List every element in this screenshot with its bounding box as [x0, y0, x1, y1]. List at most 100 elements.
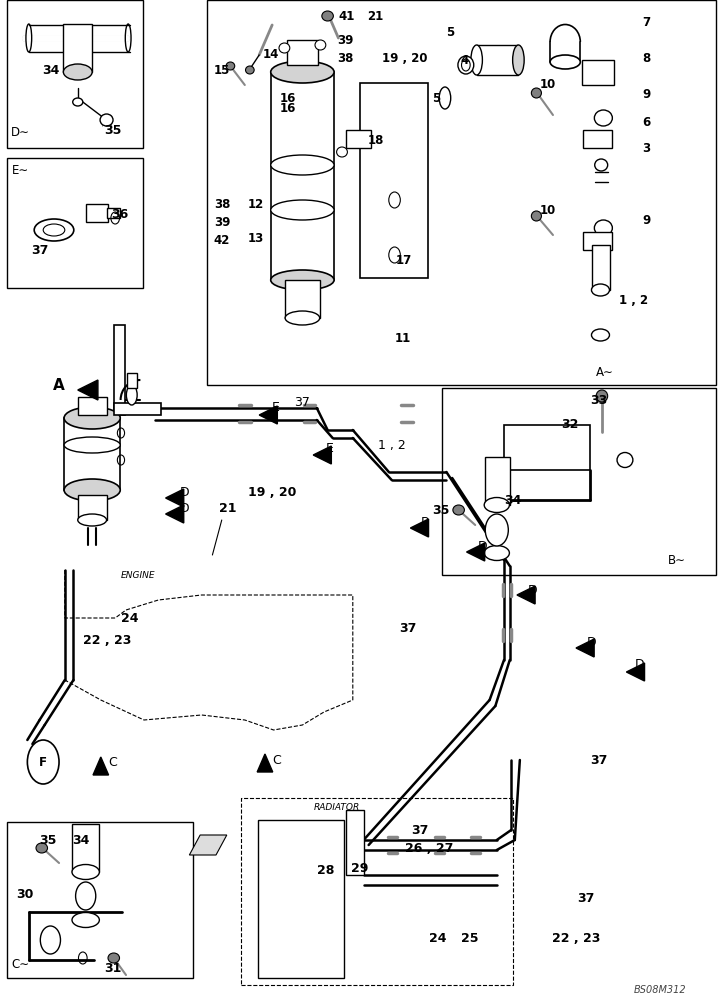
- Text: E∼: E∼: [12, 163, 29, 176]
- Ellipse shape: [78, 514, 107, 526]
- Text: 3: 3: [642, 141, 650, 154]
- Ellipse shape: [271, 61, 334, 83]
- Ellipse shape: [35, 219, 74, 241]
- Polygon shape: [259, 406, 277, 424]
- Bar: [583, 130, 612, 148]
- Text: F: F: [39, 756, 48, 768]
- Ellipse shape: [226, 62, 235, 70]
- Polygon shape: [166, 505, 184, 523]
- Bar: [583, 232, 612, 250]
- Bar: [78, 397, 107, 415]
- Text: 35: 35: [40, 833, 57, 846]
- Bar: [127, 373, 137, 388]
- Ellipse shape: [36, 843, 48, 853]
- Text: 9: 9: [642, 89, 650, 102]
- Text: 21: 21: [367, 9, 384, 22]
- Text: 31: 31: [104, 962, 122, 974]
- Text: 30: 30: [16, 889, 33, 902]
- Ellipse shape: [617, 452, 633, 468]
- Ellipse shape: [322, 11, 333, 21]
- Ellipse shape: [453, 505, 464, 515]
- Text: 6: 6: [642, 115, 650, 128]
- Text: 1 , 2: 1 , 2: [378, 439, 406, 452]
- FancyBboxPatch shape: [360, 83, 428, 278]
- Ellipse shape: [596, 390, 608, 402]
- FancyBboxPatch shape: [504, 425, 590, 470]
- Ellipse shape: [595, 110, 612, 126]
- Ellipse shape: [458, 56, 474, 74]
- Polygon shape: [626, 663, 644, 681]
- Text: B: B: [421, 516, 430, 528]
- Ellipse shape: [43, 224, 65, 236]
- Text: 38: 38: [337, 51, 354, 64]
- Bar: [7, 158, 143, 288]
- Ellipse shape: [246, 66, 254, 74]
- Text: 37: 37: [411, 823, 428, 836]
- Polygon shape: [78, 380, 98, 400]
- Text: 5: 5: [446, 25, 454, 38]
- Bar: [442, 388, 716, 575]
- Text: D∼: D∼: [11, 125, 30, 138]
- Polygon shape: [576, 639, 594, 657]
- Text: 16: 16: [279, 102, 296, 114]
- Text: 12: 12: [248, 198, 264, 212]
- Ellipse shape: [271, 200, 334, 220]
- Ellipse shape: [271, 270, 334, 290]
- Text: C: C: [272, 754, 281, 766]
- Text: D: D: [635, 659, 644, 672]
- Bar: [592, 245, 610, 290]
- Ellipse shape: [72, 864, 99, 880]
- Text: 24: 24: [429, 932, 446, 944]
- Ellipse shape: [484, 497, 510, 512]
- Text: D: D: [477, 540, 487, 552]
- Text: E: E: [272, 401, 280, 414]
- Text: 5: 5: [432, 92, 440, 104]
- Bar: [114, 325, 125, 415]
- Text: 37: 37: [294, 395, 310, 408]
- Text: 10: 10: [540, 79, 557, 92]
- Text: 37: 37: [590, 754, 608, 766]
- Polygon shape: [166, 489, 184, 507]
- Ellipse shape: [513, 45, 524, 75]
- Text: 34: 34: [42, 64, 59, 77]
- Text: 34: 34: [72, 833, 89, 846]
- Text: 28: 28: [317, 863, 334, 876]
- Ellipse shape: [285, 311, 320, 325]
- Text: D: D: [528, 583, 537, 596]
- Text: 41: 41: [338, 9, 355, 22]
- Text: 22 , 23: 22 , 23: [83, 634, 131, 647]
- Text: A: A: [53, 377, 65, 392]
- Text: 22 , 23: 22 , 23: [552, 932, 600, 944]
- Bar: [64, 418, 120, 490]
- Text: B∼: B∼: [668, 554, 685, 566]
- Text: RADIATOR: RADIATOR: [314, 804, 360, 812]
- Text: 1 , 2: 1 , 2: [619, 294, 648, 306]
- Text: 14: 14: [263, 48, 279, 62]
- Ellipse shape: [73, 98, 83, 106]
- Bar: [78, 495, 107, 520]
- Polygon shape: [93, 757, 109, 775]
- Ellipse shape: [484, 546, 510, 560]
- Ellipse shape: [64, 437, 120, 453]
- Polygon shape: [410, 519, 428, 537]
- Text: 26 , 27: 26 , 27: [405, 841, 453, 854]
- Bar: [114, 403, 161, 415]
- Text: 29: 29: [351, 861, 369, 874]
- Ellipse shape: [108, 953, 120, 963]
- Text: 18: 18: [367, 133, 384, 146]
- Ellipse shape: [531, 211, 541, 221]
- Ellipse shape: [315, 40, 325, 50]
- Ellipse shape: [64, 479, 120, 501]
- Polygon shape: [467, 543, 485, 561]
- Bar: [271, 72, 334, 280]
- Text: 11: 11: [395, 332, 411, 345]
- Text: 13: 13: [248, 232, 264, 244]
- Text: D: D: [587, 636, 596, 648]
- Text: D: D: [180, 502, 189, 514]
- Text: 39: 39: [214, 216, 230, 229]
- Text: 37: 37: [31, 243, 48, 256]
- Bar: [63, 24, 92, 72]
- Text: 38: 38: [214, 198, 230, 212]
- Polygon shape: [313, 446, 331, 464]
- Bar: [107, 208, 120, 218]
